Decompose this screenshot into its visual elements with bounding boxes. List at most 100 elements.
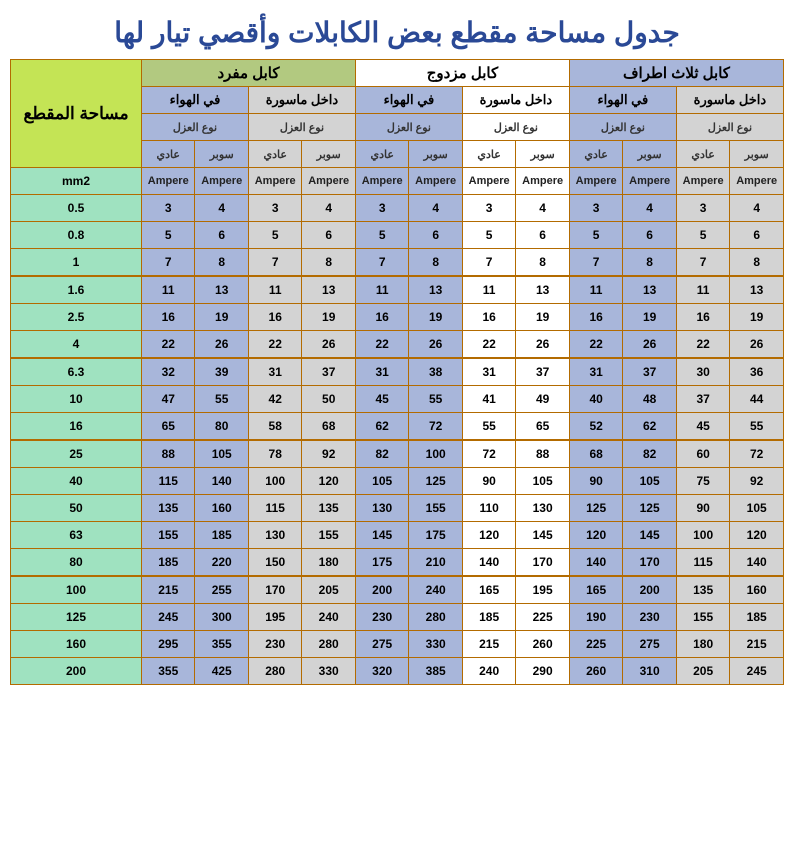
data-cell: 150 [248,549,301,577]
table-row: 0.5343434343434 [11,195,784,222]
data-cell: 190 [569,604,622,631]
data-cell: 300 [195,604,248,631]
data-cell: 120 [302,468,355,495]
data-cell: 200 [623,576,676,604]
size-cell: 63 [11,522,142,549]
data-cell: 58 [248,413,301,441]
data-cell: 13 [409,276,462,304]
data-cell: 26 [195,331,248,359]
in-pipe-header: داخل ماسورة [676,87,783,114]
data-cell: 78 [248,440,301,468]
data-cell: 185 [730,604,784,631]
table-row: 100215255170205200240165195165200135160 [11,576,784,604]
iso-type-header: نوع العزل [142,114,249,141]
size-cell: 200 [11,658,142,685]
data-cell: 6 [516,222,570,249]
data-cell: 280 [248,658,301,685]
super-header: سوبر [409,141,462,168]
data-cell: 355 [195,631,248,658]
table-row: 4222622262226222622262226 [11,331,784,359]
data-cell: 3 [248,195,301,222]
data-cell: 7 [676,249,729,277]
ampere-header: Ampere [569,168,622,195]
data-cell: 135 [302,495,355,522]
data-cell: 5 [248,222,301,249]
data-cell: 160 [730,576,784,604]
data-cell: 68 [569,440,622,468]
ampere-header: Ampere [355,168,408,195]
normal-header: عادي [248,141,301,168]
data-cell: 82 [623,440,676,468]
data-cell: 135 [142,495,195,522]
table-body: 0.53434343434340.85656565656561787878787… [11,195,784,685]
data-cell: 115 [676,549,729,577]
data-cell: 135 [676,576,729,604]
data-cell: 31 [462,358,515,386]
page-title: جدول مساحة مقطع بعض الكابلات وأقصي تيار … [10,16,784,49]
data-cell: 130 [516,495,570,522]
data-cell: 170 [623,549,676,577]
data-cell: 11 [462,276,515,304]
data-cell: 42 [248,386,301,413]
data-cell: 120 [730,522,784,549]
data-cell: 4 [195,195,248,222]
table-row: 200355425280330320385240290260310205245 [11,658,784,685]
unit-header: mm2 [11,168,142,195]
data-cell: 8 [409,249,462,277]
data-cell: 230 [355,604,408,631]
table-row: 2588105789282100728868826072 [11,440,784,468]
data-cell: 5 [355,222,408,249]
ampere-header: Ampere [142,168,195,195]
data-cell: 130 [355,495,408,522]
data-cell: 5 [569,222,622,249]
data-cell: 11 [248,276,301,304]
data-cell: 90 [462,468,515,495]
size-cell: 4 [11,331,142,359]
data-cell: 5 [676,222,729,249]
data-cell: 22 [142,331,195,359]
data-cell: 260 [569,658,622,685]
table-header: مساحة المقطع كابل مفرد كابل مزدوج كابل ث… [11,60,784,195]
data-cell: 16 [462,304,515,331]
ampere-header: Ampere [623,168,676,195]
size-cell: 1 [11,249,142,277]
data-cell: 205 [302,576,355,604]
data-cell: 140 [730,549,784,577]
data-cell: 26 [409,331,462,359]
data-cell: 195 [248,604,301,631]
data-cell: 55 [409,386,462,413]
data-cell: 175 [355,549,408,577]
data-cell: 11 [569,276,622,304]
data-cell: 45 [355,386,408,413]
data-cell: 26 [516,331,570,359]
size-cell: 50 [11,495,142,522]
data-cell: 6 [623,222,676,249]
data-cell: 82 [355,440,408,468]
data-cell: 6 [195,222,248,249]
data-cell: 290 [516,658,570,685]
data-cell: 41 [462,386,515,413]
data-cell: 425 [195,658,248,685]
data-cell: 16 [676,304,729,331]
data-cell: 22 [676,331,729,359]
data-cell: 220 [195,549,248,577]
super-header: سوبر [302,141,355,168]
data-cell: 16 [248,304,301,331]
data-cell: 3 [355,195,408,222]
data-cell: 22 [462,331,515,359]
data-cell: 68 [302,413,355,441]
cable-single-header: كابل مفرد [142,60,356,87]
table-row: 2.5161916191619161916191619 [11,304,784,331]
data-cell: 22 [569,331,622,359]
size-cell: 125 [11,604,142,631]
data-cell: 105 [195,440,248,468]
data-cell: 155 [302,522,355,549]
data-cell: 230 [248,631,301,658]
data-cell: 110 [462,495,515,522]
data-cell: 13 [623,276,676,304]
data-cell: 13 [195,276,248,304]
in-pipe-header: داخل ماسورة [462,87,569,114]
size-cell: 100 [11,576,142,604]
data-cell: 16 [569,304,622,331]
data-cell: 6 [302,222,355,249]
